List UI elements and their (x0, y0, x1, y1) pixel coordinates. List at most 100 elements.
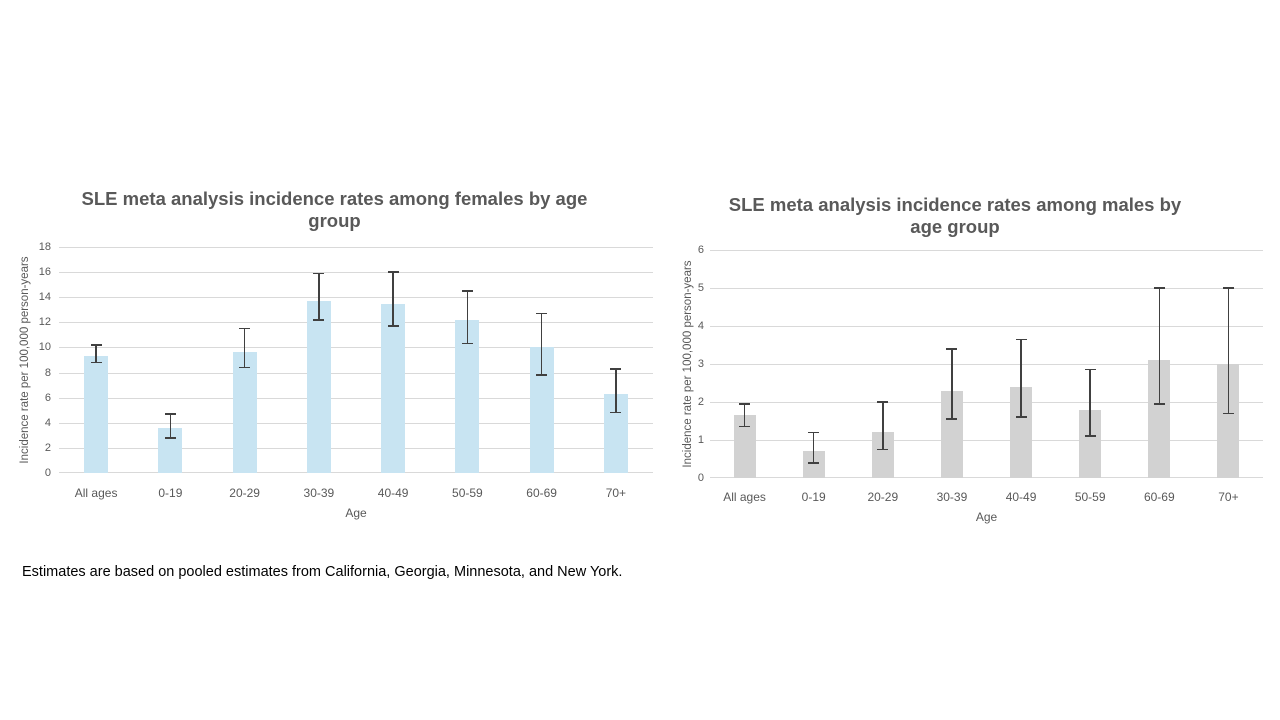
x-tick-label: 50-59 (1074, 490, 1106, 504)
y-tick-label: 0 (44, 467, 51, 479)
x-tick-label: 30-39 (936, 490, 968, 504)
error-bar-60-69 (540, 313, 543, 376)
gridline (59, 347, 653, 348)
bar-50-59 (1079, 409, 1102, 478)
error-cap-50-59 (461, 342, 473, 345)
gridline (710, 477, 1263, 478)
y-tick-label: 10 (38, 341, 51, 354)
error-cap-all-ages (90, 344, 102, 346)
error-cap-30-39 (946, 418, 958, 420)
error-cap-40-49 (387, 325, 399, 327)
error-cap-30-39 (313, 272, 325, 275)
x-axis-title: Age (975, 510, 998, 524)
gridline (59, 448, 653, 449)
y-tick-label: 4 (697, 320, 704, 332)
error-bar-50-59 (466, 290, 469, 344)
error-bar-20-29 (243, 328, 246, 368)
error-cap-40-49 (1015, 338, 1027, 341)
gridline (59, 373, 653, 374)
plot-area (59, 247, 653, 473)
y-tick-label: 2 (44, 441, 51, 454)
chart-title: SLE meta analysis incidence rates among … (81, 188, 588, 231)
gridline (710, 364, 1263, 365)
y-tick-label: 1 (697, 434, 704, 446)
gridline (59, 472, 653, 473)
error-cap-40-49 (387, 271, 399, 273)
error-cap-70 (1222, 412, 1234, 415)
error-cap-20-29 (239, 366, 251, 369)
error-bar-60-69 (1158, 288, 1161, 404)
x-tick-label: 60-69 (526, 486, 557, 500)
error-cap-60-69 (536, 312, 548, 315)
error-cap-70 (610, 411, 622, 414)
bar-all-ages (733, 415, 756, 478)
gridline (59, 272, 653, 273)
error-cap-20-29 (239, 327, 251, 330)
error-cap-70 (1222, 287, 1234, 289)
x-tick-label: All ages (74, 486, 118, 500)
error-cap-50-59 (1084, 435, 1096, 437)
error-cap-70 (610, 368, 622, 370)
error-cap-40-49 (1015, 416, 1027, 418)
bar-20-29 (232, 352, 257, 473)
y-tick-label: 18 (38, 241, 51, 253)
y-tick-label: 16 (38, 266, 51, 279)
x-tick-label: 40-49 (1005, 490, 1037, 504)
y-tick-label: 3 (697, 358, 704, 370)
error-cap-0-19 (808, 462, 820, 464)
error-cap-20-29 (877, 401, 889, 403)
error-bar-all-ages (95, 344, 97, 363)
error-cap-30-39 (946, 348, 958, 350)
gridline (59, 247, 653, 248)
error-bar-30-39 (318, 273, 320, 320)
error-bar-30-39 (951, 348, 953, 420)
x-tick-label: 70+ (1218, 490, 1239, 504)
y-tick-label: 6 (697, 244, 704, 256)
error-cap-all-ages (90, 361, 102, 364)
y-tick-label: 8 (44, 366, 51, 379)
y-tick-label: 0 (697, 472, 704, 484)
gridline (710, 250, 1263, 251)
error-cap-60-69 (1153, 287, 1165, 289)
bar-50-59 (455, 319, 480, 473)
x-tick-label: 30-39 (303, 486, 335, 500)
error-bar-40-49 (1020, 339, 1022, 418)
gridline (59, 423, 653, 424)
error-cap-60-69 (1153, 403, 1165, 405)
bar-40-49 (381, 303, 406, 473)
error-cap-0-19 (164, 413, 176, 415)
error-bar-0-19 (812, 432, 815, 463)
error-bar-20-29 (882, 402, 884, 450)
bar-all-ages (84, 356, 109, 473)
gridline (710, 402, 1263, 403)
x-tick-label: All ages (723, 490, 766, 504)
error-bar-0-19 (169, 413, 172, 438)
gridline (710, 288, 1263, 289)
gridline (710, 326, 1263, 327)
x-tick-label: 70+ (605, 486, 627, 500)
x-tick-label: 60-69 (1143, 490, 1175, 504)
error-cap-all-ages (739, 403, 751, 405)
x-tick-label: 20-29 (867, 490, 899, 504)
x-tick-label: 0-19 (801, 490, 826, 504)
bar-20-29 (871, 432, 894, 478)
y-tick-label: 14 (38, 291, 51, 304)
error-bar-40-49 (392, 272, 394, 327)
error-cap-30-39 (313, 319, 325, 321)
error-cap-20-29 (877, 448, 889, 451)
bar-0-19 (802, 451, 825, 478)
gridline (710, 440, 1263, 441)
error-bar-all-ages (743, 403, 746, 427)
y-tick-label: 12 (38, 316, 51, 329)
gridline (59, 297, 653, 298)
plot-area (710, 250, 1263, 478)
gridline (59, 398, 653, 399)
error-cap-all-ages (739, 425, 751, 428)
y-tick-label: 2 (697, 396, 704, 408)
error-bar-70 (615, 368, 617, 413)
x-tick-label: 0-19 (158, 486, 183, 500)
bar-60-69 (1148, 360, 1171, 478)
error-cap-0-19 (164, 437, 176, 439)
